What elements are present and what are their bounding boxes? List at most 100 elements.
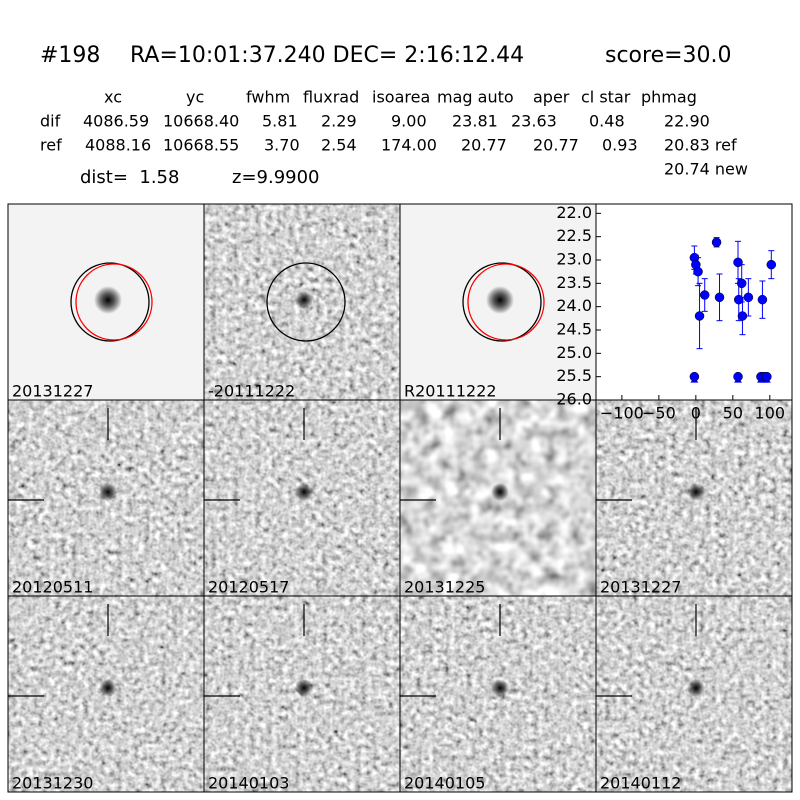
stamp-label: 20140112: [600, 774, 681, 793]
stamp-label: 20131227: [600, 578, 681, 597]
column-header: yc: [186, 88, 204, 107]
data-point: [757, 294, 768, 305]
data-point: [743, 292, 754, 303]
column-header: mag auto: [437, 88, 514, 107]
source: [99, 483, 117, 501]
y-tick-label: 25.5: [556, 366, 592, 385]
stamp-label: 20140103: [208, 774, 289, 793]
stamp-label: 20131230: [12, 774, 93, 793]
y-tick-label: 24.0: [556, 296, 592, 315]
phmag-new: 20.74 new: [664, 160, 748, 179]
table-cell: 10668.40: [163, 112, 239, 131]
data-point: [689, 371, 700, 382]
table-cell: 2.54: [321, 136, 357, 155]
stamp-label: 20120511: [12, 578, 93, 597]
stamp-frame: [595, 595, 793, 793]
x-tick-label: −50: [642, 404, 676, 423]
column-header: fwhm: [246, 88, 290, 107]
table-cell: 4086.59: [83, 112, 149, 131]
table-cell: 174.00: [381, 136, 437, 155]
stamp-label: 20131227: [12, 382, 93, 401]
data-point: [699, 290, 710, 300]
image-stamp: 20131225: [399, 399, 597, 597]
column-header: isoarea: [372, 88, 430, 107]
y-tick-label: 23.0: [556, 250, 592, 269]
column-header: xc: [104, 88, 122, 107]
image-stamp: 20131227: [7, 203, 205, 401]
table-cell: 23.81: [452, 112, 498, 131]
table-cell: 2.29: [321, 112, 357, 131]
stamp-label: R20111222: [404, 382, 497, 401]
image-stamp: 20140103: [203, 595, 401, 793]
source: [295, 291, 313, 309]
source: [295, 483, 313, 501]
column-header: phmag: [641, 88, 697, 107]
source: [295, 679, 313, 697]
y-tick-label: 22.0: [556, 203, 592, 222]
table-cell: 0.93: [602, 136, 638, 155]
z: z=9.9900: [232, 167, 320, 188]
table-cell: 20.77: [461, 136, 507, 155]
table-cell: 0.48: [589, 112, 625, 131]
source: [687, 679, 705, 697]
object-id: #198: [40, 43, 100, 68]
y-tick-label: 22.5: [556, 226, 592, 245]
table-cell: 3.70: [264, 136, 300, 155]
data-point: [693, 266, 703, 277]
data-point: [694, 311, 705, 321]
y-tick-label: 26.0: [556, 390, 592, 409]
table-cell: 5.81: [262, 112, 298, 131]
image-stamp: R20111222: [399, 203, 597, 401]
table-cell: 22.90: [664, 112, 710, 131]
image-stamp: 20120511: [7, 399, 205, 597]
image-stamp: 20140105: [399, 595, 597, 793]
stamp-label: 20140105: [404, 774, 485, 793]
aperture-ref: [75, 263, 153, 341]
source: [94, 286, 122, 314]
y-tick-label: 23.5: [556, 273, 592, 292]
column-header: cl star: [581, 88, 631, 107]
y-tick-label: 24.5: [556, 320, 592, 339]
data-point: [711, 237, 722, 248]
data-point: [733, 371, 743, 382]
image-stamp: 20131230: [7, 595, 205, 793]
score: score=30.0: [605, 43, 732, 68]
table-cell: ref: [40, 136, 62, 155]
image-stamp: -20111222: [203, 203, 401, 401]
aperture: [70, 262, 150, 342]
table-cell: 9.00: [391, 112, 427, 131]
stamp-label: -20111222: [208, 382, 295, 401]
stamp-label: 20120517: [208, 578, 289, 597]
source: [687, 483, 705, 501]
table-cell: 20.77: [533, 136, 579, 155]
aperture: [266, 262, 346, 342]
source: [491, 679, 509, 697]
image-stamp: 20140112: [595, 595, 793, 793]
aperture: [462, 262, 542, 342]
x-tick-label: 100: [755, 404, 786, 423]
x-tick-label: 50: [723, 404, 743, 423]
column-header: fluxrad: [303, 88, 359, 107]
dist: dist= 1.58: [80, 167, 179, 188]
y-tick-label: 25.0: [556, 343, 592, 362]
x-tick-label: −100: [600, 404, 644, 423]
table-cell: dif: [40, 112, 61, 131]
table-cell: 4088.16: [85, 136, 151, 155]
table-cell: 20.83 ref: [664, 136, 737, 155]
source: [486, 286, 514, 314]
aperture-ref: [467, 263, 545, 341]
table-cell: 23.63: [511, 112, 557, 131]
coordinates: RA=10:01:37.240 DEC= 2:16:12.44: [130, 43, 524, 68]
data-point: [736, 278, 747, 289]
data-point: [766, 259, 777, 270]
column-header: aper: [533, 88, 570, 107]
table-cell: 10668.55: [163, 136, 239, 155]
data-point: [714, 292, 725, 303]
source: [491, 483, 509, 501]
stamp-label: 20131225: [404, 578, 485, 597]
image-stamp: 20120517: [203, 399, 401, 597]
x-tick-label: 0: [691, 404, 701, 423]
image-stamp: 20131227: [595, 399, 793, 597]
data-point: [762, 371, 772, 382]
